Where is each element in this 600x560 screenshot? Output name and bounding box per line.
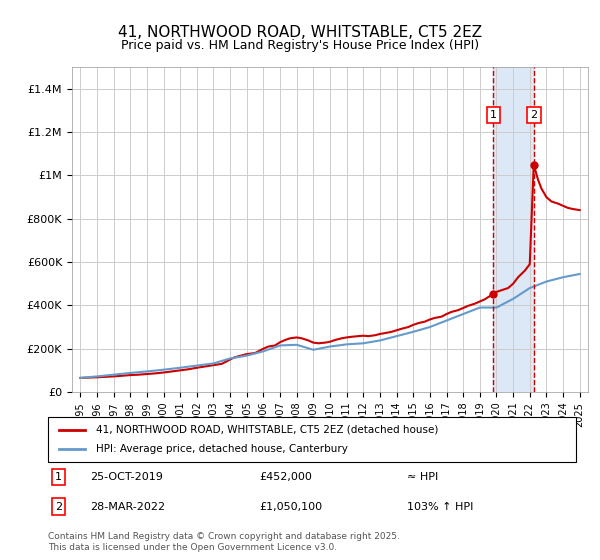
Text: 103% ↑ HPI: 103% ↑ HPI — [407, 502, 473, 512]
Text: £452,000: £452,000 — [259, 472, 312, 482]
FancyBboxPatch shape — [48, 417, 576, 462]
Text: £1,050,100: £1,050,100 — [259, 502, 322, 512]
Text: ≈ HPI: ≈ HPI — [407, 472, 438, 482]
Text: 41, NORTHWOOD ROAD, WHITSTABLE, CT5 2EZ: 41, NORTHWOOD ROAD, WHITSTABLE, CT5 2EZ — [118, 25, 482, 40]
Text: Contains HM Land Registry data © Crown copyright and database right 2025.
This d: Contains HM Land Registry data © Crown c… — [48, 532, 400, 552]
Text: 1: 1 — [55, 472, 62, 482]
Text: 25-OCT-2019: 25-OCT-2019 — [90, 472, 163, 482]
Text: HPI: Average price, detached house, Canterbury: HPI: Average price, detached house, Cant… — [95, 445, 347, 455]
Text: 28-MAR-2022: 28-MAR-2022 — [90, 502, 166, 512]
Text: 1: 1 — [490, 110, 497, 120]
Text: Price paid vs. HM Land Registry's House Price Index (HPI): Price paid vs. HM Land Registry's House … — [121, 39, 479, 52]
Text: 41, NORTHWOOD ROAD, WHITSTABLE, CT5 2EZ (detached house): 41, NORTHWOOD ROAD, WHITSTABLE, CT5 2EZ … — [95, 424, 438, 435]
Text: 2: 2 — [530, 110, 537, 120]
Bar — [493, 67, 534, 392]
Text: 2: 2 — [55, 502, 62, 512]
